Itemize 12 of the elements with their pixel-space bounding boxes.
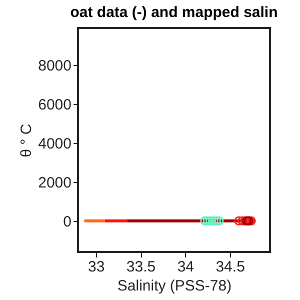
x-tick-label: 33 [88, 258, 105, 276]
y-tick-label: 6000 [38, 96, 72, 114]
y-tick-label: 0 [63, 213, 72, 230]
y-tick-label: 8000 [38, 58, 72, 75]
y-tick-label: 2000 [38, 174, 72, 192]
x-axis-title: Salinity (PSS-78) [117, 278, 232, 294]
x-tick-label: 34 [177, 258, 194, 276]
y-tick-label: 4000 [38, 135, 72, 152]
x-tick-label: 34.5 [216, 258, 245, 276]
y-axis-title: θ ° C [18, 124, 36, 158]
x-tick-label: 33.5 [126, 258, 156, 276]
chart-title: oat data (-) and mapped salin [70, 4, 278, 21]
